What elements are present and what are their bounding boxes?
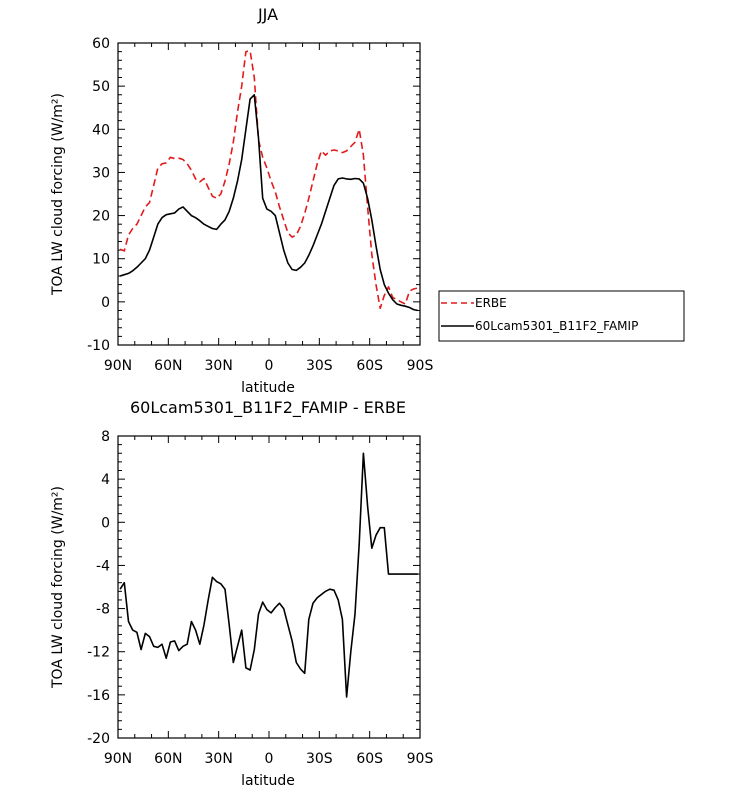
top-panel-series — [119, 49, 419, 312]
bottom-xtick-label: 60S — [356, 751, 383, 767]
top-ytick-label: 20 — [92, 209, 110, 225]
top-panel-xlabel: latitude — [241, 380, 295, 396]
top-ytick-label: 10 — [92, 252, 110, 268]
bottom-xtick-label: 0 — [265, 751, 274, 767]
top-xtick-label: 90S — [407, 358, 434, 374]
bottom-panel-xlabel: latitude — [241, 773, 295, 789]
bottom-panel-ticks: -20 -16 -12 -8 -4 0 4 8 90N 60N 30N 0 30S 60S 90S — [87, 429, 433, 767]
top-series-line-1 — [119, 94, 419, 312]
bottom-series-line-0 — [119, 452, 418, 698]
top-xtick-label: 60S — [356, 358, 383, 374]
bottom-panel: 60Lcam5301_B11F2_FAMIP - ERBE -20-16-12-… — [50, 398, 433, 789]
bottom-ytick-label: -12 — [87, 645, 110, 661]
bottom-ytick-label: -20 — [87, 731, 110, 747]
top-xtick-label: 0 — [265, 358, 274, 374]
legend-model-label: 60Lcam5301_B11F2_FAMIP — [475, 319, 638, 333]
bottom-panel-ylabel: TOA LW cloud forcing (W/m²) — [50, 486, 66, 689]
bottom-ytick-label: 8 — [101, 429, 110, 445]
bottom-xtick-label: 30N — [205, 751, 233, 767]
top-series-line-0 — [119, 49, 419, 310]
top-ytick-label: 30 — [92, 165, 110, 181]
top-panel-ticks: -10 0 10 20 30 40 50 60 90N 60N 30N 0 30S 60S 90S — [87, 36, 433, 374]
bottom-panel-series — [119, 452, 418, 698]
legend-erbe-label: ERBE — [475, 296, 507, 310]
bottom-ytick-label: 0 — [101, 515, 110, 531]
top-panel-title: JJA — [257, 5, 278, 24]
top-panel-frame — [117, 42, 421, 346]
top-xtick-label: 60N — [154, 358, 182, 374]
bottom-xtick-label: 60N — [154, 751, 182, 767]
top-ytick-label: 40 — [92, 122, 110, 138]
bottom-xtick-label: 90S — [407, 751, 434, 767]
top-ytick-label: 50 — [92, 79, 110, 95]
top-ytick-label: -10 — [87, 338, 110, 354]
top-ytick-label: 60 — [92, 36, 110, 52]
top-xtick-label: 90N — [104, 358, 132, 374]
bottom-ytick-label: -8 — [96, 602, 110, 618]
top-ytick-label: 0 — [101, 295, 110, 311]
legend-box — [438, 290, 685, 342]
bottom-xtick-label: 30S — [306, 751, 333, 767]
bottom-xtick-label: 90N — [104, 751, 132, 767]
bottom-panel-frame — [117, 435, 421, 739]
top-panel-ylabel: TOA LW cloud forcing (W/m²) — [50, 93, 66, 296]
bottom-ytick-label: -16 — [87, 688, 110, 704]
bottom-ytick-label: -4 — [96, 558, 110, 574]
top-xtick-label: 30N — [205, 358, 233, 374]
legend: ERBE 60Lcam5301_B11F2_FAMIP — [438, 290, 685, 342]
bottom-ytick-label: 4 — [101, 472, 110, 488]
bottom-panel-title: 60Lcam5301_B11F2_FAMIP - ERBE — [130, 398, 406, 418]
top-xtick-label: 30S — [306, 358, 333, 374]
